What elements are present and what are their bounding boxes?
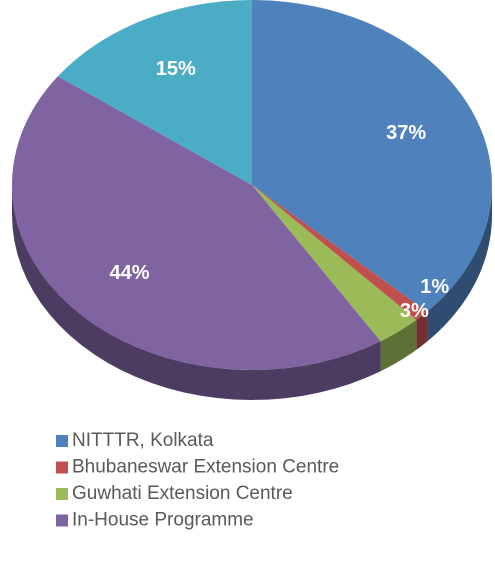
legend-swatch [56,435,68,447]
pie-side [426,185,492,342]
value-label: 3% [400,300,429,322]
pie-side [380,319,417,372]
pie-slice [11,76,381,371]
legend-swatch [56,488,68,500]
pie-slice [57,0,252,185]
value-label: 15% [156,58,196,80]
pie-slice [252,185,427,320]
legend-swatch [56,461,68,474]
legend-label: Bhubaneswar Extension Centre [72,457,339,478]
pie-slice [252,185,417,342]
pie-side [416,311,427,350]
legend-label: In-House Programme [72,510,254,531]
value-label: 1% [420,276,449,298]
value-label: 44% [110,262,150,284]
pie-slice [252,0,492,312]
value-label: 37% [386,122,426,144]
pie-side [12,185,381,400]
legend-label: Guwhati Extension Centre [72,483,293,504]
legend-swatch [56,514,68,527]
legend-label: NITTTR, Kolkata [72,430,214,451]
